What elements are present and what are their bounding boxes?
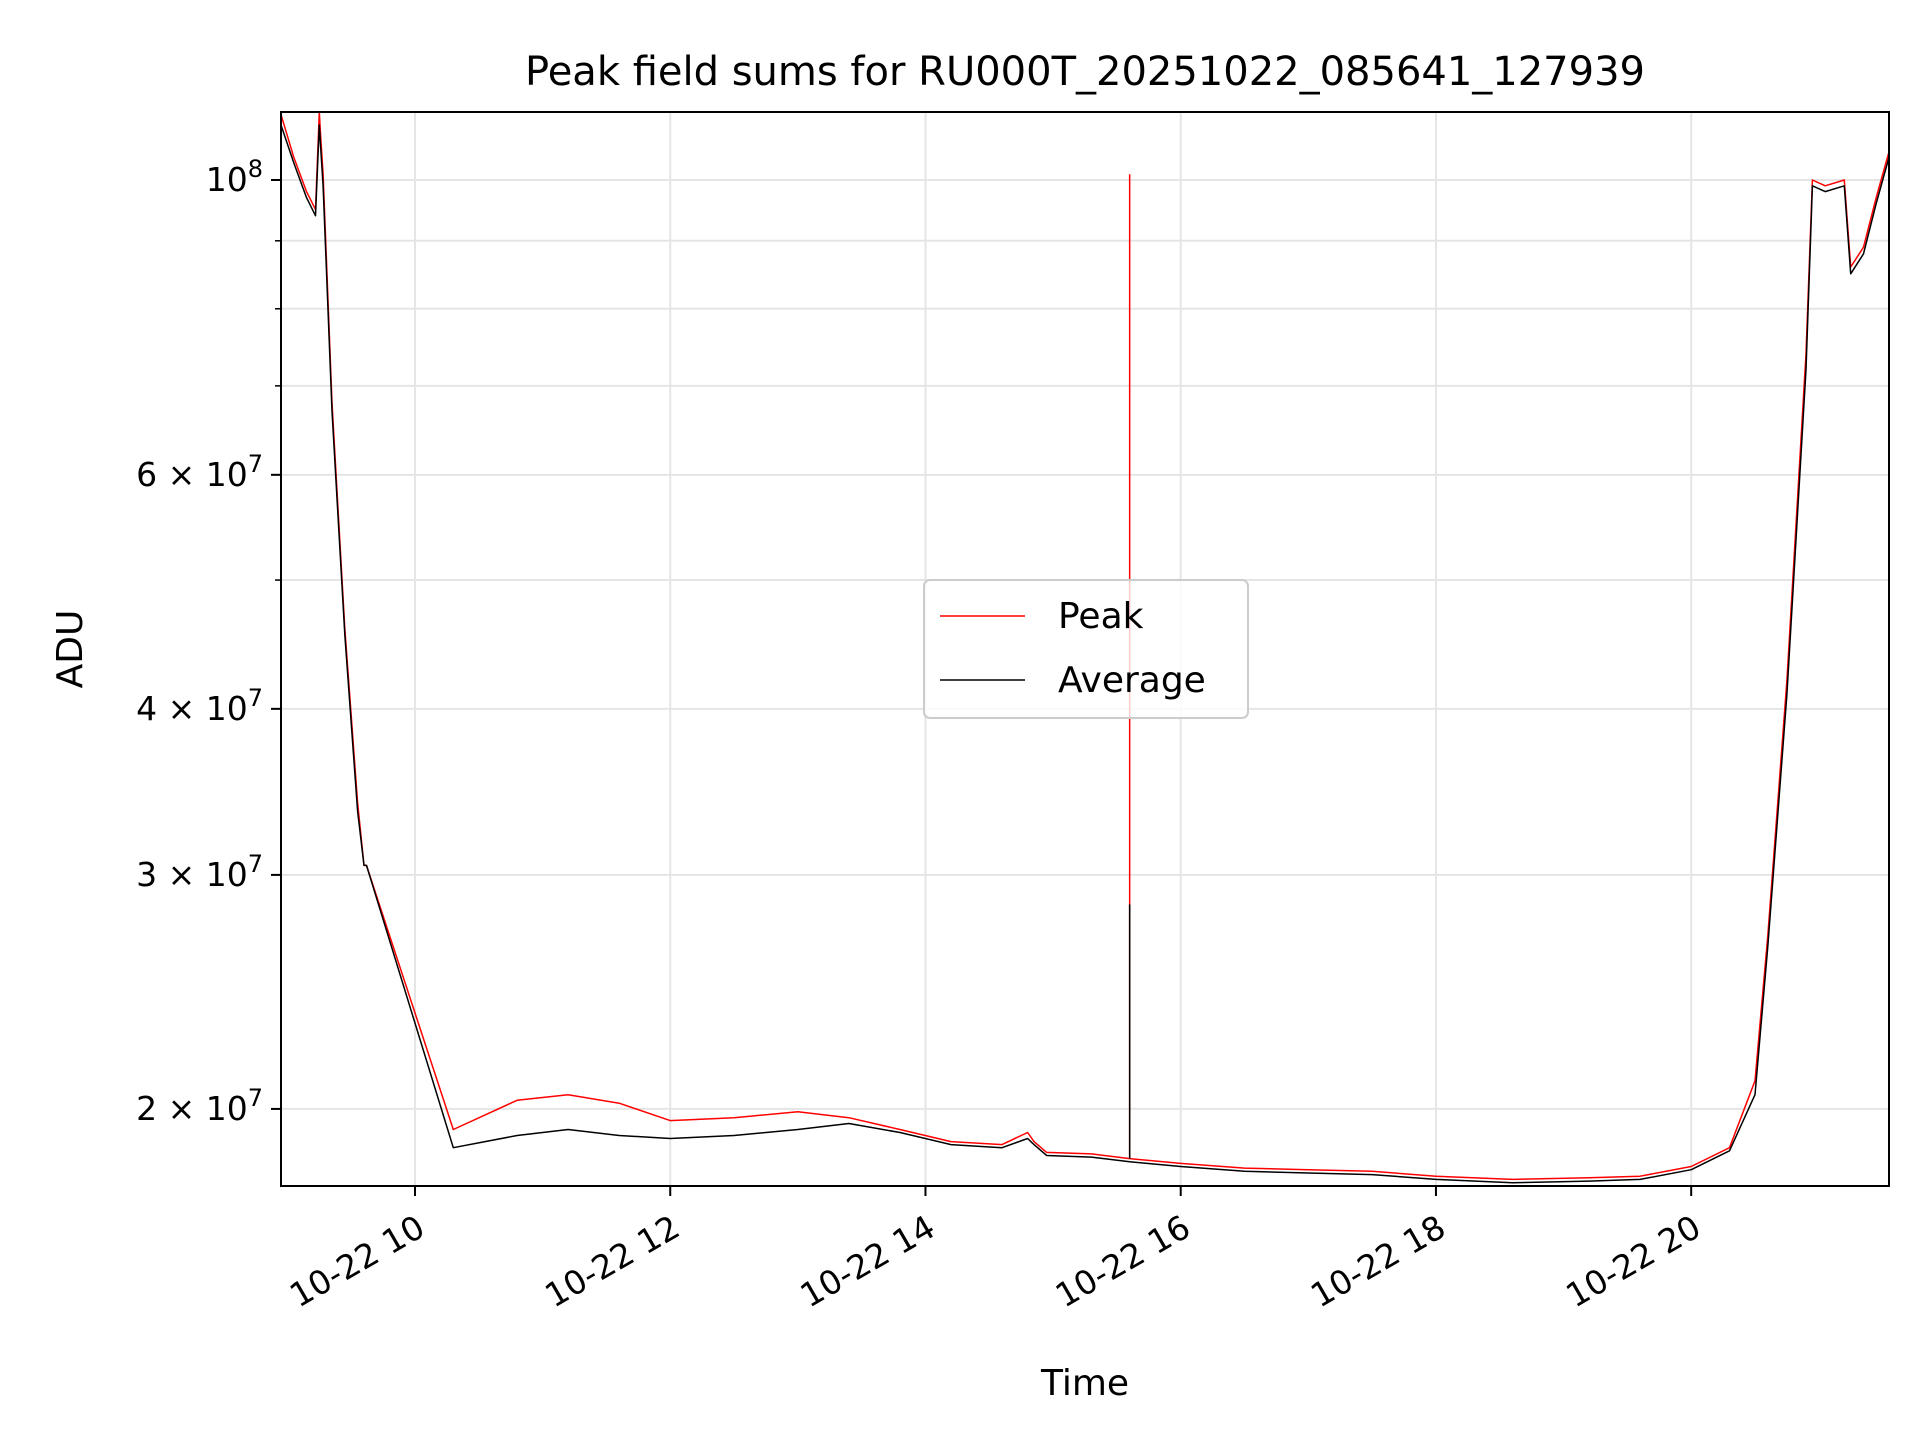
series-line-average: [281, 124, 1889, 1184]
y-axis-label: ADU: [50, 610, 91, 689]
x-axis-label: Time: [1040, 1363, 1129, 1404]
legend-box: [923, 579, 1249, 719]
legend-label-average: Average: [1058, 660, 1206, 701]
y-tick-label: 6 × 107: [136, 450, 263, 494]
chart-title: Peak field sums for RU000T_20251022_0856…: [525, 49, 1645, 95]
y-tick-label: 4 × 107: [136, 684, 263, 728]
y-tick-label: 3 × 107: [136, 850, 263, 894]
y-tick-label: 2 × 107: [136, 1084, 263, 1128]
grid-lines: [281, 112, 1889, 1186]
y-axis-ticks: 2 × 107 3 × 107 4 × 107 6 × 107 108: [136, 155, 281, 1128]
plot-frame: [280, 111, 1890, 1187]
legend: Peak Average: [923, 579, 1249, 719]
y-tick-label: 108: [206, 155, 263, 199]
legend-label-peak: Peak: [1058, 596, 1144, 637]
